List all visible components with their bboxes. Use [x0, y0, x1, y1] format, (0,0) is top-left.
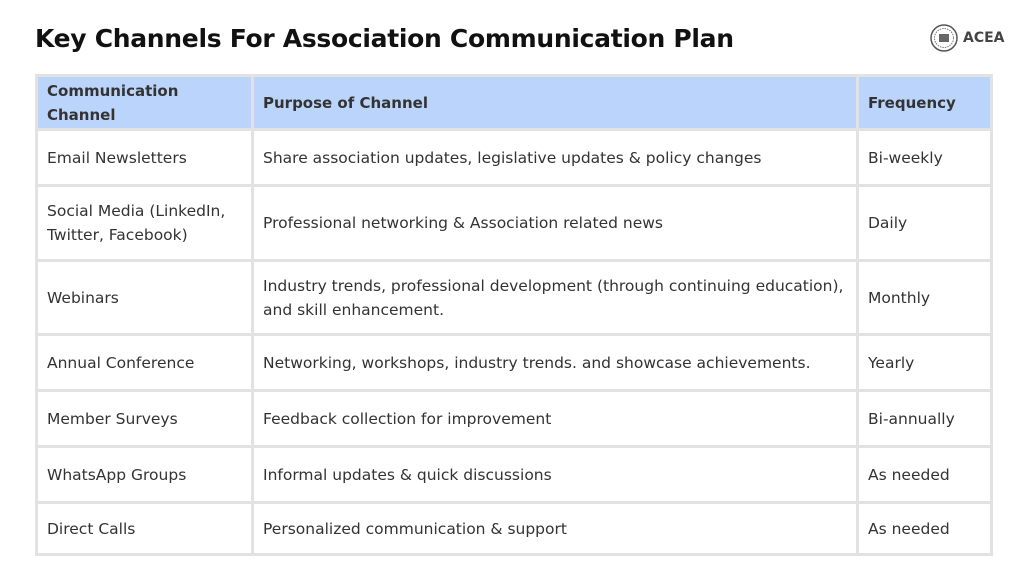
logo-text: ACEA	[963, 30, 1005, 46]
table-cell: Bi-annually	[856, 389, 993, 448]
table-row: Member Surveys Feedback collection for im…	[35, 389, 993, 448]
table-cell: Webinars	[35, 259, 254, 336]
header-row: Communication Channel Purpose of Channel F…	[35, 74, 993, 131]
table-cell: Daily	[856, 184, 993, 262]
table-cell: Share association updates, legislative u…	[251, 128, 859, 187]
table-row: WhatsApp Groups Informal updates & quick …	[35, 445, 993, 504]
table-row: Social Media (LinkedIn, Twitter, Faceboo…	[35, 184, 993, 262]
table-cell: As needed	[856, 501, 993, 556]
table-cell: Monthly	[856, 259, 993, 336]
table-row: Annual Conference Networking, workshops, …	[35, 333, 993, 392]
table-cell: Networking, workshops, industry trends. …	[251, 333, 859, 392]
column-header: Communication Channel	[35, 74, 254, 131]
column-header: Frequency	[856, 74, 993, 131]
logo-emblem	[930, 24, 958, 52]
table-cell: Direct Calls	[35, 501, 254, 556]
channel-table: Communication Channel Purpose of Channel F…	[35, 74, 993, 556]
table-row: Email Newsletters Share association updat…	[35, 128, 993, 187]
table-cell: Bi-weekly	[856, 128, 993, 187]
table-cell: Yearly	[856, 333, 993, 392]
logo: ACEA	[930, 24, 1005, 52]
table-row: Direct Calls Personalized communication &…	[35, 501, 993, 556]
table-cell: WhatsApp Groups	[35, 445, 254, 504]
table-row: Webinars Industry trends, professional de…	[35, 259, 993, 336]
table-cell: Informal updates & quick discussions	[251, 445, 859, 504]
table-cell: Social Media (LinkedIn, Twitter, Faceboo…	[35, 184, 254, 262]
table-cell: Personalized communication & support	[251, 501, 859, 556]
table-cell: Feedback collection for improvement	[251, 389, 859, 448]
table-cell: Annual Conference	[35, 333, 254, 392]
table-cell: Industry trends, professional developmen…	[251, 259, 859, 336]
table-cell: Member Surveys	[35, 389, 254, 448]
title: Key Channels For Association Communicati…	[35, 24, 734, 53]
column-header: Purpose of Channel	[251, 74, 859, 131]
table-cell: Email Newsletters	[35, 128, 254, 187]
table-cell: Professional networking & Association re…	[251, 184, 859, 262]
table-cell: As needed	[856, 445, 993, 504]
